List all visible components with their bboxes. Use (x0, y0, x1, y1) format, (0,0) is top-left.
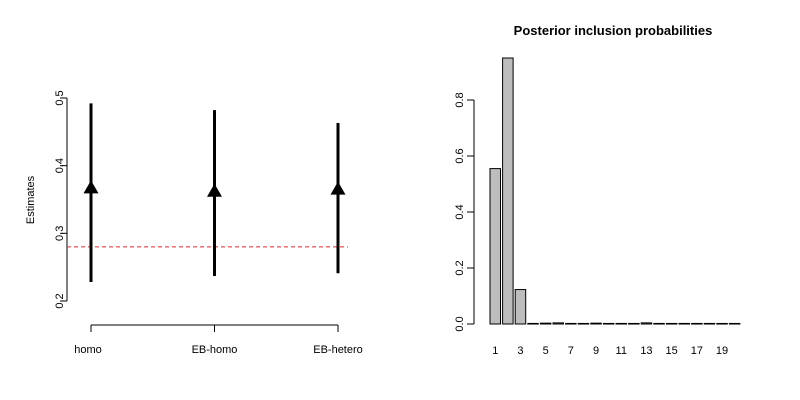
estimate-marker-EB-hetero (330, 181, 346, 195)
x-tick-label: EB-homo (192, 344, 238, 356)
x-tick-label: 5 (543, 345, 549, 357)
y-tick-label: 0.4 (54, 158, 66, 173)
estimate-marker-homo (83, 180, 99, 194)
x-axis: homo EB-homo EB-hetero (74, 324, 363, 356)
bar-11 (615, 322, 627, 325)
bar-1 (489, 168, 501, 325)
bar-3 (514, 289, 527, 325)
estimate-marker-EB-homo (207, 183, 222, 197)
y-tick-label: 0.6 (454, 148, 466, 163)
x-tick-label: 1 (492, 345, 498, 357)
x-tick-label: homo (74, 344, 102, 356)
x-axis: 1 3 5 7 9 11 13 15 17 19 (492, 345, 728, 357)
x-tick-label: 7 (568, 345, 574, 357)
x-tick-label: 17 (691, 345, 703, 357)
interval-marks (83, 103, 346, 283)
bar-12 (628, 322, 640, 325)
estimates-panel: Estimates 0.2 0.3 0.4 0.5 homo EB-homo EB-het… (25, 90, 363, 356)
x-tick-label: 13 (640, 345, 652, 357)
bar-19 (716, 322, 728, 325)
bar-14 (653, 322, 665, 325)
y-tick-label: 0.4 (454, 204, 466, 219)
y-tick-label: 0.5 (54, 90, 66, 105)
inclusion-panel: Posterior inclusion probabilities 0.0 0.2… (454, 23, 741, 357)
x-tick-label: 3 (517, 345, 523, 357)
bar-9 (590, 322, 602, 325)
bar-13 (640, 322, 653, 325)
x-tick-label: 9 (593, 345, 599, 357)
bar-7 (565, 322, 577, 325)
y-axis-title: Estimates (25, 175, 37, 224)
y-axis: 0.2 0.3 0.4 0.5 (54, 90, 68, 309)
bar-16 (678, 322, 690, 325)
y-tick-label: 0.8 (454, 92, 466, 107)
y-tick-label: 0.2 (454, 260, 466, 275)
bar-8 (577, 322, 590, 325)
y-axis: 0.0 0.2 0.4 0.6 0.8 (454, 92, 475, 332)
bar-15 (665, 322, 678, 325)
x-tick-label: EB-hetero (313, 344, 363, 356)
bar-4 (527, 322, 539, 325)
chart-title: Posterior inclusion probabilities (514, 23, 713, 38)
bar-18 (703, 322, 716, 325)
bars (489, 57, 741, 325)
x-tick-label: 11 (616, 345, 627, 357)
bar-6 (552, 322, 564, 325)
bar-17 (691, 322, 703, 325)
bar-10 (602, 322, 615, 325)
bar-5 (539, 322, 552, 325)
bar-20 (728, 322, 741, 325)
x-tick-label: 19 (716, 345, 728, 357)
bar-2 (502, 57, 514, 325)
x-tick-label: 15 (666, 345, 678, 357)
y-tick-label: 0.0 (454, 316, 466, 331)
y-tick-label: 0.2 (54, 293, 66, 308)
y-tick-label: 0.3 (54, 226, 66, 241)
